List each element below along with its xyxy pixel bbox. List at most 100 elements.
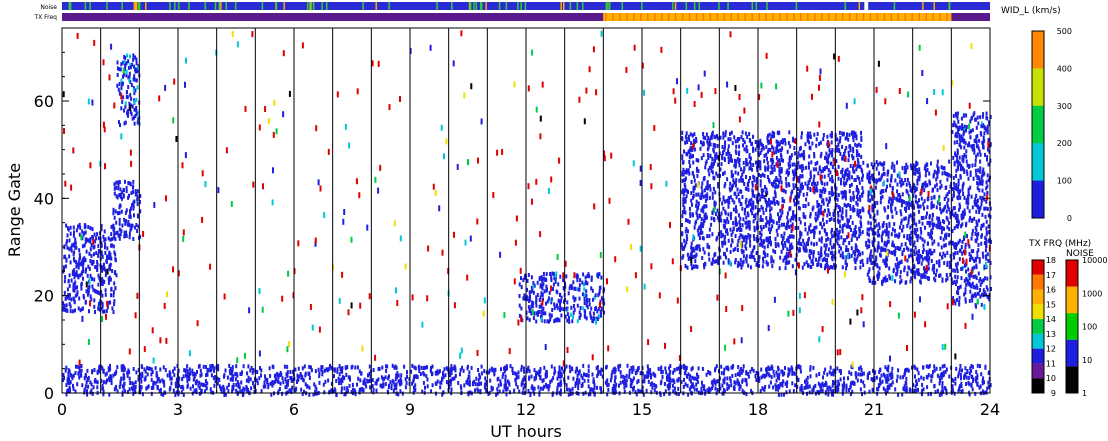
- echo-cell: [543, 365, 546, 370]
- echo-cell: [826, 134, 829, 139]
- echo-cell: [943, 261, 946, 265]
- freq-bar-tick: [946, 13, 948, 21]
- echo-cell: [661, 375, 664, 379]
- echo-cell: [710, 135, 713, 140]
- echo-cell: [878, 370, 881, 374]
- echo-cell: [137, 68, 140, 73]
- echo-cell: [741, 234, 744, 239]
- echo-cell: [728, 376, 731, 381]
- echo-cell: [113, 191, 116, 196]
- echo-cell: [710, 222, 713, 227]
- echo-cell: [585, 289, 588, 294]
- echo-cell: [122, 187, 125, 192]
- noise-bar-tick: [922, 2, 924, 10]
- echo-cell: [804, 181, 807, 186]
- echo-cell: [301, 375, 304, 380]
- echo-cell: [128, 231, 131, 236]
- echo-cell: [72, 225, 75, 230]
- echo-cell: [766, 175, 769, 179]
- echo-cell: [921, 221, 924, 226]
- echo-cell: [835, 385, 838, 390]
- echo-cell: [831, 227, 833, 232]
- echo-cell: [203, 383, 206, 387]
- echo-cell: [764, 384, 767, 389]
- echo-cell: [63, 290, 66, 295]
- echo-cell: [761, 218, 764, 222]
- echo-cell: [75, 245, 78, 250]
- echo-cell: [685, 151, 688, 156]
- echo-cell: [206, 372, 209, 377]
- echo-cell: [861, 177, 864, 182]
- echo-cell: [940, 392, 943, 397]
- echo-cell: [131, 381, 134, 386]
- echo-cell: [684, 229, 687, 234]
- echo-cell: [856, 197, 859, 202]
- echo-cell: [73, 288, 76, 293]
- echo-cell: [529, 290, 532, 295]
- noise-bar-tick: [325, 2, 328, 10]
- echo-cell: [71, 243, 74, 248]
- echo-cell: [72, 383, 74, 388]
- echo-cell: [596, 385, 598, 390]
- echo-cell: [698, 244, 701, 249]
- echo-cell: [613, 386, 616, 391]
- echo-cell: [186, 374, 188, 379]
- echo-cell: [173, 366, 176, 371]
- echo-cell: [821, 258, 824, 263]
- echo-cell: [622, 374, 625, 379]
- echo-cell: [94, 310, 96, 314]
- echo-cell: [96, 385, 99, 390]
- echo-cell: [866, 172, 869, 177]
- noise-bar-tick: [362, 2, 364, 10]
- echo-cell: [859, 387, 862, 392]
- echo-cell: [829, 250, 832, 255]
- echo-cell: [443, 367, 446, 372]
- echo-cell: [566, 312, 569, 317]
- echo-cell: [89, 294, 92, 299]
- echo-cell: [135, 97, 138, 102]
- echo-cell: [87, 287, 90, 292]
- noise-bar-tick: [307, 2, 309, 10]
- echo-cell: [732, 178, 735, 183]
- echo-cell: [543, 289, 546, 294]
- echo-cell: [350, 365, 353, 370]
- echo-cell: [741, 172, 744, 177]
- echo-cell: [258, 376, 261, 381]
- echo-cell: [719, 214, 722, 219]
- echo-cell: [426, 377, 429, 382]
- echo-cell: [113, 281, 116, 286]
- echo-cell: [949, 210, 952, 215]
- echo-cell: [781, 138, 784, 143]
- echo-cell: [783, 199, 786, 204]
- echo-cell: [96, 290, 99, 295]
- echo-cell: [753, 175, 756, 180]
- echo-cell: [551, 308, 554, 312]
- echo-cell: [76, 262, 79, 267]
- echo-cell: [780, 154, 783, 159]
- echo-cell: [699, 231, 702, 236]
- echo-cell: [813, 132, 816, 137]
- echo-cell: [696, 264, 699, 269]
- echo-cell: [791, 264, 794, 269]
- echo-cell: [738, 372, 741, 377]
- echo-cell: [641, 379, 644, 384]
- echo-cell: [744, 131, 747, 136]
- echo-cell: [562, 307, 565, 312]
- echo-cell: [393, 365, 396, 370]
- echo-cell: [576, 378, 578, 382]
- echo-cell: [872, 165, 874, 170]
- echo-cell: [777, 142, 780, 147]
- echo-cell: [375, 381, 378, 386]
- echo-cell: [681, 190, 684, 195]
- echo-cell: [752, 148, 755, 153]
- echo-cell: [854, 142, 857, 147]
- echo-cell: [854, 259, 857, 264]
- echo-cell: [736, 263, 739, 268]
- echo-cell: [854, 246, 857, 251]
- echo-cell: [738, 387, 741, 392]
- echo-cell: [787, 367, 790, 372]
- echo-cell: [119, 203, 122, 208]
- echo-cell: [838, 139, 841, 144]
- echo-cell: [683, 205, 686, 210]
- echo-cell: [134, 189, 137, 193]
